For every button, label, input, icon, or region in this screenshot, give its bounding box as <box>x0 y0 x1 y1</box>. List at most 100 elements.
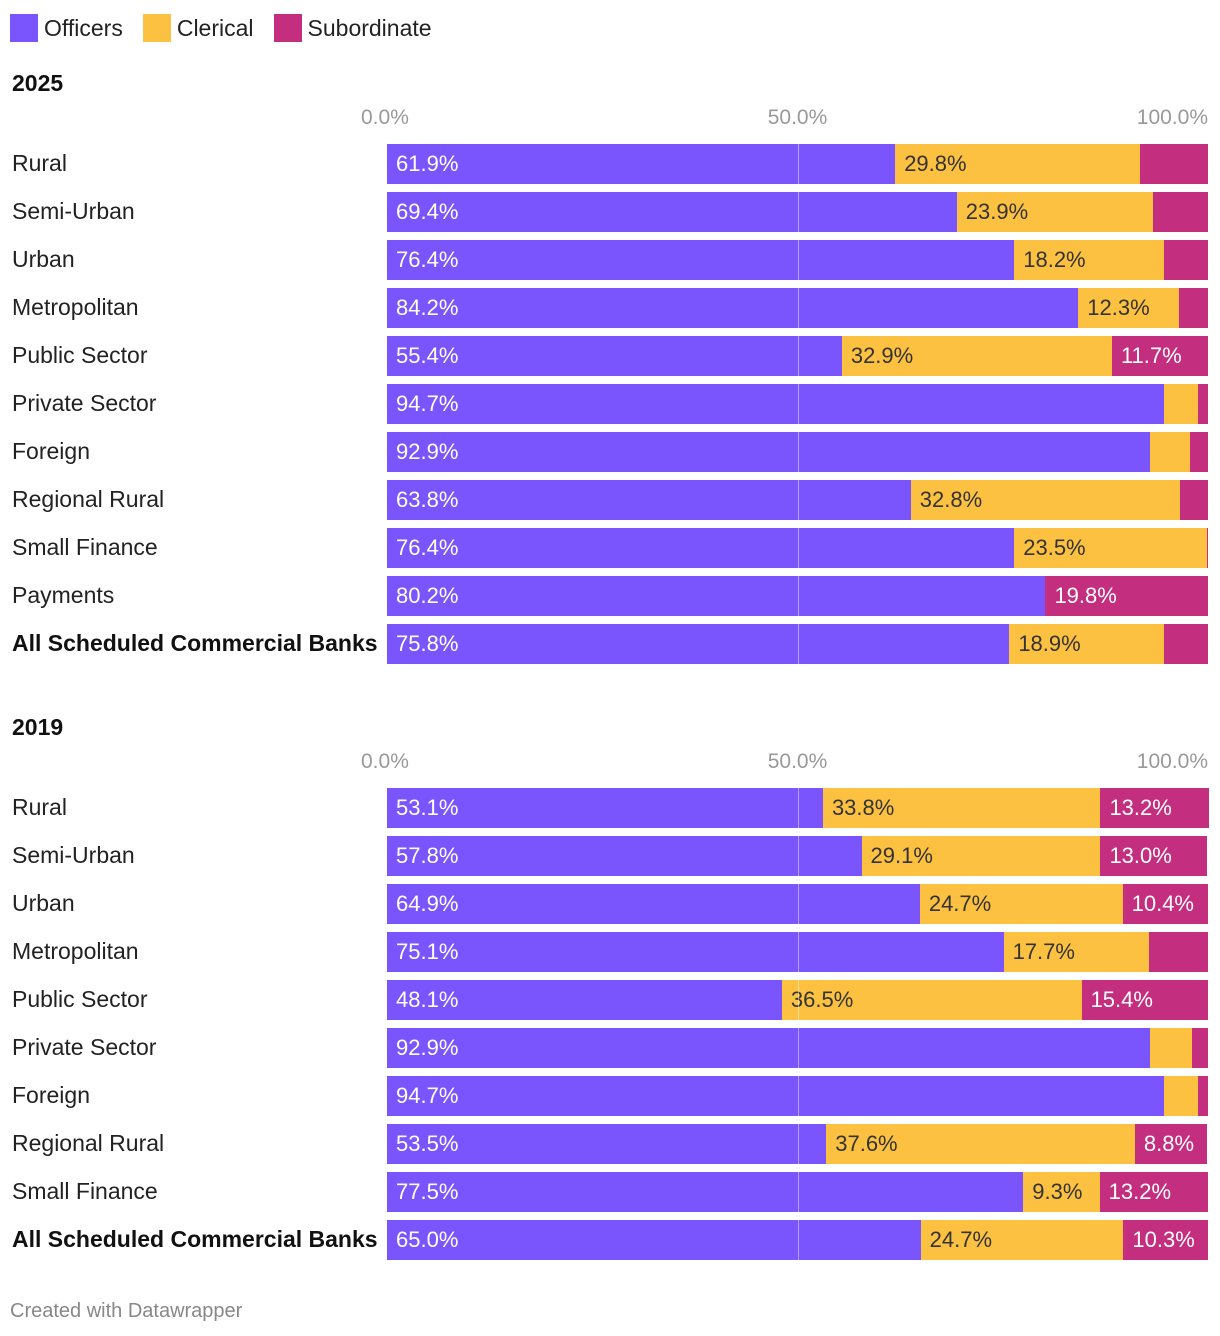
category-label: Urban <box>12 890 75 916</box>
bar-segment-subordinate <box>1189 432 1208 472</box>
data-label: 12.3% <box>1087 295 1150 320</box>
bar-row: Urban 64.9% 24.7% 10.4% <box>0 884 1220 924</box>
data-label: 8.8% <box>1143 1131 1195 1156</box>
bar-segment-clerical: 32.8% <box>910 480 1181 520</box>
data-label: 77.5% <box>396 1179 459 1204</box>
data-label: 63.8% <box>396 487 459 512</box>
data-label: 53.1% <box>396 795 459 820</box>
category-label: Metropolitan <box>12 294 139 320</box>
data-label: 61.9% <box>396 151 459 176</box>
bar-track: 63.8% 32.8% <box>387 480 1208 520</box>
bar-segment-clerical <box>1149 432 1190 472</box>
bar-row: Metropolitan 75.1% 17.7% <box>0 932 1220 972</box>
data-label: 9.3% <box>1032 1179 1083 1204</box>
data-label: 24.7% <box>929 1227 993 1252</box>
bar-segment-clerical: 23.5% <box>1014 528 1208 568</box>
category-label: Public Sector <box>12 986 148 1012</box>
x-axis: 0.0% 50.0% 100.0% <box>0 714 1220 773</box>
bar-segment-subordinate: 13.0% <box>1100 836 1208 876</box>
data-label: 18.2% <box>1023 247 1086 272</box>
bar-segment-clerical: 32.9% <box>841 336 1112 376</box>
bar-row: Semi-Urban 69.4% 23.9% <box>0 192 1220 232</box>
bar-segment-officers: 80.2% <box>387 576 1046 616</box>
category-label: Small Finance <box>12 1178 158 1204</box>
category-label: Foreign <box>12 438 90 464</box>
x-tick: 50.0% <box>767 106 828 129</box>
legend: Officers Clerical Subordinate <box>10 13 452 43</box>
bar-segment-clerical <box>1164 384 1199 424</box>
bar-segment-subordinate <box>1180 480 1208 520</box>
data-label: 18.9% <box>1018 631 1081 656</box>
bar-segment-clerical <box>1149 1028 1192 1068</box>
data-label: 80.2% <box>396 583 459 608</box>
data-label: 55.4% <box>396 343 459 368</box>
bar-segment-clerical: 29.8% <box>895 144 1140 184</box>
data-label: 13.2% <box>1109 795 1172 820</box>
data-label: 10.3% <box>1132 1227 1195 1252</box>
bar-segment-officers: 53.5% <box>387 1124 827 1164</box>
bar-track: 84.2% 12.3% <box>387 288 1208 328</box>
data-label: 92.9% <box>396 439 459 464</box>
bar-segment-clerical: 9.3% <box>1023 1172 1100 1212</box>
x-tick: 100.0% <box>1136 750 1208 773</box>
bar-segment-officers: 48.1% <box>387 980 782 1020</box>
legend-swatch-clerical <box>142 14 171 42</box>
legend-swatch-subordinate <box>273 14 302 42</box>
bar-segment-officers: 76.4% <box>387 528 1015 568</box>
data-label: 19.8% <box>1054 583 1117 608</box>
bar-row: Semi-Urban 57.8% 29.1% 13.0% <box>0 836 1220 876</box>
x-tick: 0.0% <box>361 106 409 129</box>
bar-segment-clerical: 12.3% <box>1078 288 1180 328</box>
data-label: 13.0% <box>1109 843 1172 868</box>
data-label: 36.5% <box>790 987 854 1012</box>
x-tick: 50.0% <box>767 750 828 773</box>
data-label: 13.2% <box>1108 1179 1172 1204</box>
bar-track: 53.1% 33.8% 13.2% <box>387 788 1209 828</box>
bar-segment-subordinate <box>1164 624 1208 664</box>
category-label: Metropolitan <box>12 938 139 964</box>
data-label: 15.4% <box>1090 987 1153 1012</box>
bar-segment-officers: 55.4% <box>387 336 842 376</box>
category-label: Payments <box>12 582 115 608</box>
bar-segment-clerical: 24.7% <box>919 884 1123 924</box>
bar-row: Small Finance 76.4% 23.5% <box>0 528 1220 568</box>
bar-track: 76.4% 23.5% <box>387 528 1208 568</box>
bar-row: Small Finance 77.5% 9.3% 13.2% <box>0 1172 1220 1212</box>
bar-segment-officers: 94.7% <box>387 384 1165 424</box>
bar-track: 57.8% 29.1% 13.0% <box>387 836 1208 876</box>
data-label: 24.7% <box>928 891 992 916</box>
category-label: Private Sector <box>12 1034 157 1060</box>
bar-segment-clerical: 24.7% <box>920 1220 1124 1260</box>
data-label: 76.4% <box>396 535 459 560</box>
chart-panel-2019: 2019 0.0% 50.0% 100.0% Rural 53.1% 33.8% 13… <box>0 714 1220 1274</box>
category-label: Small Finance <box>12 534 158 560</box>
data-label: 65.0% <box>396 1227 459 1252</box>
data-label: 57.8% <box>396 843 459 868</box>
category-label: Regional Rural <box>12 486 165 512</box>
data-label: 10.4% <box>1131 891 1194 916</box>
data-label: 23.5% <box>1023 535 1086 560</box>
bar-segment-clerical: 36.5% <box>781 980 1082 1020</box>
bar-segment-subordinate <box>1179 288 1208 328</box>
bar-segment-subordinate: 11.7% <box>1111 336 1208 376</box>
data-label: 94.7% <box>396 1083 459 1108</box>
bar-segment-officers: 61.9% <box>387 144 896 184</box>
bar-row: Urban 76.4% 18.2% <box>0 240 1220 280</box>
bar-segment-subordinate <box>1191 1028 1208 1068</box>
data-label: 17.7% <box>1012 939 1075 964</box>
category-label: Semi-Urban <box>12 842 135 868</box>
bar-track: 76.4% 18.2% <box>387 240 1208 280</box>
bar-segment-subordinate: 15.4% <box>1081 980 1208 1020</box>
bar-track: 75.1% 17.7% <box>387 932 1208 972</box>
bar-segment-officers: 75.8% <box>387 624 1010 664</box>
bar-track: 48.1% 36.5% 15.4% <box>387 980 1208 1020</box>
data-label: 32.9% <box>850 343 914 368</box>
legend-label-subordinate: Subordinate <box>307 14 432 41</box>
category-label: All Scheduled Commercial Banks <box>12 1226 378 1252</box>
bar-segment-subordinate: 10.4% <box>1122 884 1208 924</box>
category-label: Semi-Urban <box>12 198 135 224</box>
data-label: 75.8% <box>396 631 459 656</box>
legend-item-subordinate: Subordinate <box>273 14 432 42</box>
data-label: 32.8% <box>919 487 983 512</box>
bar-segment-clerical: 18.9% <box>1009 624 1165 664</box>
